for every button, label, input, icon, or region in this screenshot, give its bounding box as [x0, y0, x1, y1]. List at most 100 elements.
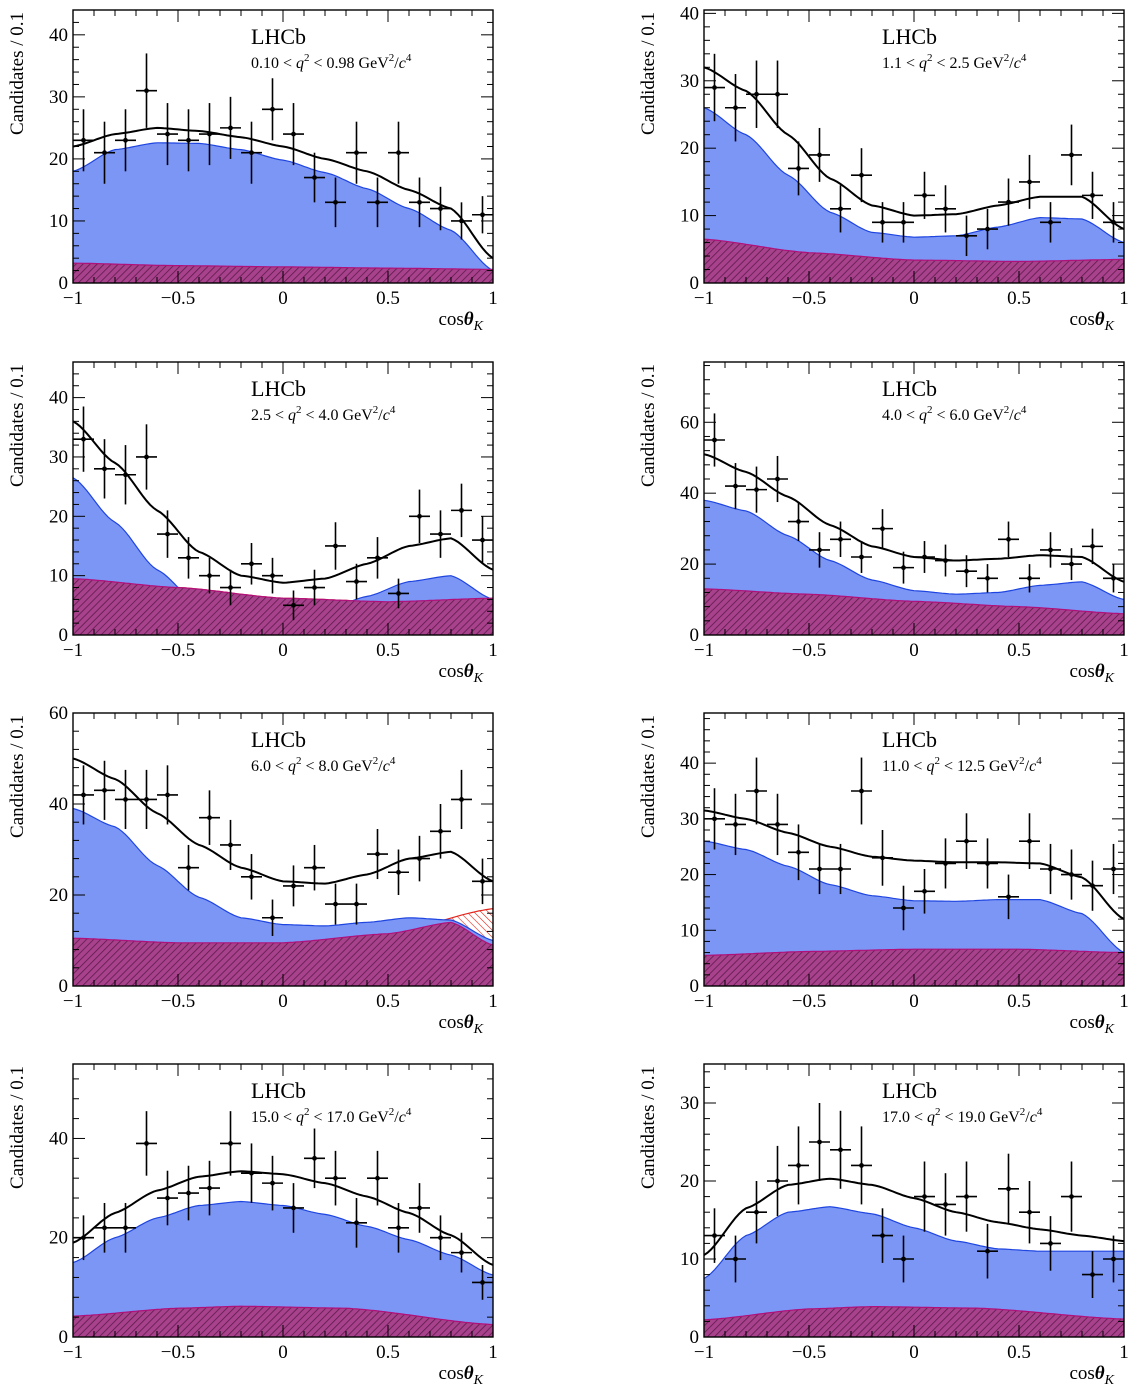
x-tick-label: −0.5	[161, 640, 195, 661]
data-point-19	[1082, 171, 1103, 219]
data-point-6	[809, 1103, 830, 1181]
total-fit-line	[704, 1177, 1124, 1256]
data-point-4	[767, 60, 788, 128]
y-axis-title: Candidates / 0.1	[7, 12, 28, 135]
total-fit-line	[73, 757, 493, 885]
data-point-17	[1040, 532, 1061, 568]
y-ticks	[73, 9, 493, 284]
data-point-13	[956, 813, 977, 869]
y-axis-title: Candidates / 0.1	[638, 1066, 659, 1189]
chart-panel-5: −1 −0.5 0 0.5 1 0 20 40 60 Candidates / 0.1 cosθK L…	[7, 703, 498, 1037]
data-point-7	[199, 790, 220, 845]
data-point-7	[199, 103, 220, 166]
total-fit-line	[704, 809, 1124, 920]
x-tick-label: −0.5	[161, 288, 195, 309]
combinatorial-background-line	[73, 262, 493, 270]
q2-range-label: 0.10 < q2 < 0.98 GeV2/c4	[251, 52, 412, 72]
x-tick-label: 1	[488, 991, 498, 1012]
y-tick-label: 0	[59, 976, 69, 997]
y-tick-label: 20	[680, 1171, 699, 1192]
data-point-5	[788, 502, 809, 542]
data-point-8	[851, 541, 872, 573]
data-point-12	[935, 838, 956, 889]
data-point-13	[956, 555, 977, 588]
data-point-17	[409, 835, 430, 882]
x-axis-title: cosθK	[1069, 1363, 1114, 1388]
data-point-8	[851, 757, 872, 825]
x-tick-label: 0.5	[376, 288, 400, 309]
data-point-18	[1061, 124, 1082, 186]
data-point-16	[388, 1202, 409, 1253]
data-point-10	[262, 899, 283, 936]
data-point-2	[94, 1202, 115, 1253]
data-point-18	[1061, 548, 1082, 581]
data-point-12	[935, 185, 956, 233]
data-point-17	[409, 1183, 430, 1233]
data-point-1	[704, 53, 725, 122]
plot-area	[73, 757, 493, 986]
x-ticks	[703, 1064, 1125, 1337]
y-tick-label: 0	[59, 625, 69, 646]
data-point-19	[451, 483, 472, 538]
data-point-5	[788, 824, 809, 881]
data-point-10	[262, 557, 283, 594]
data-point-13	[325, 522, 346, 570]
experiment-label: LHCb	[882, 24, 937, 49]
x-ticks	[72, 362, 494, 635]
data-point-7	[199, 1160, 220, 1216]
data-point-16	[1019, 1181, 1040, 1244]
data-point-8	[220, 96, 241, 159]
x-ticks	[703, 362, 1125, 635]
plot-area	[73, 406, 493, 635]
x-axis-title: cosθK	[1069, 309, 1114, 334]
data-point-6	[809, 532, 830, 568]
data-point-14	[346, 121, 367, 184]
q2-range-label: 4.0 < q2 < 6.0 GeV2/c4	[882, 404, 1027, 424]
experiment-label: LHCb	[251, 1078, 306, 1103]
y-tick-label: 30	[680, 1093, 699, 1114]
data-point-19	[451, 202, 472, 240]
x-tick-label: −0.5	[161, 1342, 195, 1363]
data-point-4	[767, 455, 788, 503]
x-tick-label: 1	[1119, 640, 1129, 661]
signal-area	[704, 1206, 1124, 1337]
x-tick-label: 0	[909, 640, 919, 661]
data-point-2	[725, 1235, 746, 1283]
y-ticks	[704, 365, 1124, 636]
data-point-15	[998, 178, 1019, 226]
total-fit-line	[73, 1170, 493, 1266]
y-ticks	[704, 1071, 1124, 1338]
signal-area	[73, 1201, 493, 1337]
x-axis-title: cosθK	[438, 1012, 483, 1037]
data-point-13	[325, 883, 346, 925]
data-point-4	[136, 424, 157, 490]
y-ticks	[704, 718, 1124, 987]
data-point-13	[956, 1161, 977, 1232]
signal-area	[73, 142, 493, 283]
data-point-5	[788, 141, 809, 196]
data-point-17	[1040, 202, 1061, 243]
x-tick-label: 1	[1119, 288, 1129, 309]
x-tick-label: −1	[63, 1342, 83, 1363]
y-ticks	[73, 712, 493, 987]
data-point-4	[136, 769, 157, 830]
data-point-8	[851, 1126, 872, 1205]
data-point-2	[725, 793, 746, 856]
y-tick-label: 40	[49, 1128, 68, 1149]
data-point-17	[1040, 1216, 1061, 1271]
data-point-4	[136, 1111, 157, 1176]
y-axis-title: Candidates / 0.1	[7, 364, 28, 487]
data-point-4	[136, 53, 157, 128]
data-point-11	[914, 869, 935, 914]
x-tick-label: 0.5	[376, 1342, 400, 1363]
data-point-2	[94, 760, 115, 820]
data-point-2	[94, 439, 115, 499]
data-point-19	[1082, 528, 1103, 565]
data-point-18	[430, 510, 451, 558]
x-tick-label: −0.5	[792, 1342, 826, 1363]
data-point-4	[767, 1145, 788, 1217]
plot-area	[704, 53, 1124, 283]
y-tick-label: 20	[49, 506, 68, 527]
